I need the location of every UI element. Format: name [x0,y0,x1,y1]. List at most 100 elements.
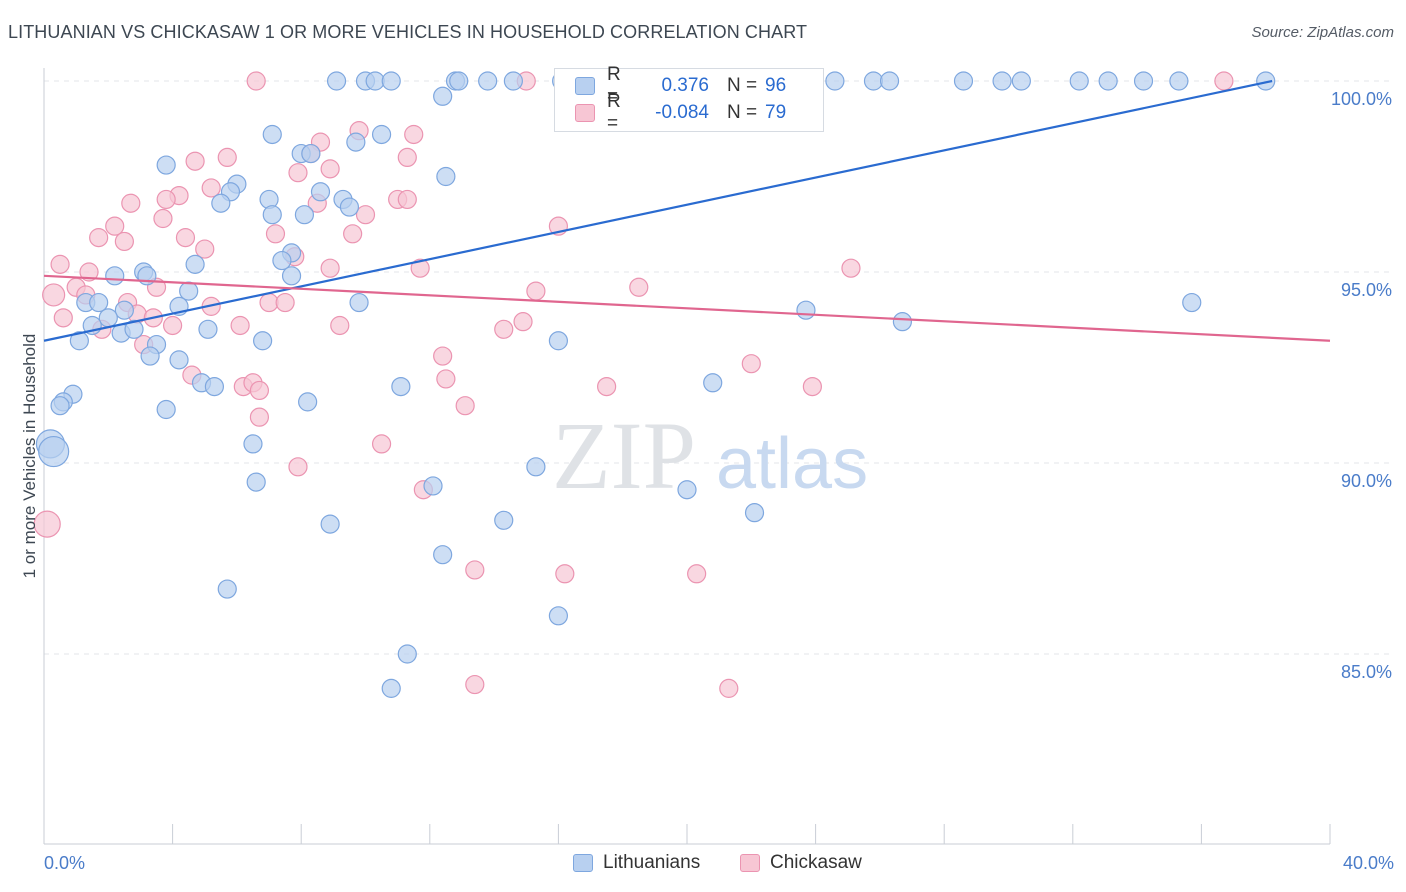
lithuanians-point [703,373,723,393]
lithuanians-point [217,579,237,599]
chickasaw-point [494,319,514,339]
lithuanians-point [1098,71,1118,91]
lithuanians-point [825,71,845,91]
lithuanians-legend-swatch [573,854,593,872]
source-label: Source: ZipAtlas.com [1251,24,1394,41]
grid-lines [44,80,1392,655]
lithuanians-point [156,399,176,420]
lithuanians-point [1069,71,1089,91]
lithuanians-point [1169,71,1189,91]
lithuanians-point [156,155,176,175]
chickasaw-point [397,147,417,167]
lithuanians-point [548,606,569,626]
lithuanians-point [98,308,118,328]
n-label: N = [727,75,758,96]
lithuanians-point [253,331,273,351]
lithuanians-point [89,292,109,313]
lithuanians-point [320,514,340,534]
lithuanians-point [863,71,884,91]
chickasaw-point [114,231,134,252]
lithuanians-point [281,266,302,286]
chickasaw-point [802,377,822,397]
lithuanians-point [796,300,816,320]
r-value: -0.084 [655,102,709,123]
watermark-atlas: atlas [716,424,868,504]
series-lithuanians-points [35,71,1276,698]
lithuanians-point [503,71,523,91]
legend-label-chickasaw: Chickasaw [770,852,862,873]
legend-item-lithuanians[interactable]: Lithuanians [573,852,700,874]
series-legend: Lithuanians Chickasaw [0,852,1406,876]
lithuanians-point [346,132,366,152]
lithuanians-point [548,331,569,351]
lithuanians-point [301,143,321,164]
chart-title: LITHUANIAN VS CHICKASAW 1 OR MORE VEHICL… [8,22,808,42]
lithuanians-point [478,71,498,91]
watermark-zip: ZIP [552,402,696,509]
lithuanians-point [272,250,292,271]
chickasaw-point [410,258,430,278]
n-value: 96 [765,75,787,96]
chickasaw-point [687,564,707,584]
chickasaw-point [79,262,99,282]
lithuanians-point [298,392,318,412]
lithuanians-point [50,396,70,416]
chickasaw-point [153,208,173,229]
lithuanians-point [243,434,263,454]
chickasaw-point [33,510,61,538]
lithuanians-point [339,197,360,217]
y-tick-label: 85.0% [1341,662,1392,682]
lithuanians-point [204,377,224,397]
chickasaw-point [288,163,308,183]
chickasaw-point [1214,71,1234,91]
chickasaw-point [230,315,250,336]
chickasaw-swatch [575,104,595,122]
chickasaw-point [465,674,485,695]
lithuanians-point [169,350,189,370]
chickasaw-point [330,315,350,336]
lithuanians-point [211,193,231,213]
chickasaw-point [201,178,221,198]
lithuanians-point [140,346,160,366]
y-tick-label: 95.0% [1341,280,1392,300]
lithuanians-point [105,266,125,286]
chickasaw-point [465,560,485,580]
chickasaw-point [741,354,761,374]
y-tick-label: 100.0% [1331,89,1392,109]
trend-lines [43,79,1331,342]
chickasaw-point [89,228,109,248]
chickasaw-point [513,312,533,332]
chickasaw-point [343,224,363,244]
lithuanians-point [262,124,282,145]
n-value: 79 [765,102,787,123]
chickasaw-point [597,377,617,397]
lithuanians-point [1133,71,1154,91]
chickasaw-point [371,434,392,454]
lithuanians-point [436,166,456,187]
chickasaw-legend-swatch [740,854,760,872]
chickasaw-point [288,457,308,477]
lithuanians-swatch [575,77,595,95]
watermark: ZIP atlas [552,402,868,509]
lithuanians-point [494,510,514,530]
chickasaw-point [156,189,176,210]
chickasaw-point [249,380,270,401]
lithuanians-point [391,377,411,397]
chickasaw-point [526,281,546,301]
lithuanians-point [124,319,144,339]
legend-label-lithuanians: Lithuanians [603,852,701,873]
chickasaw-point [195,239,215,259]
lithuanians-point [294,205,315,225]
lithuanians-point [744,503,765,523]
chickasaw-point [455,396,475,416]
chickasaw-trend-line [43,274,1331,342]
lithuanians-point [69,331,89,351]
chickasaw-point [50,254,70,274]
r-value: 0.376 [661,75,709,96]
lithuanians-point [449,71,469,91]
legend-item-chickasaw[interactable]: Chickasaw [740,852,862,874]
legend-row-lithuanians: R = 0.376 N = 96 [575,64,787,107]
chickasaw-point [217,147,237,167]
chickasaw-point [175,228,196,248]
